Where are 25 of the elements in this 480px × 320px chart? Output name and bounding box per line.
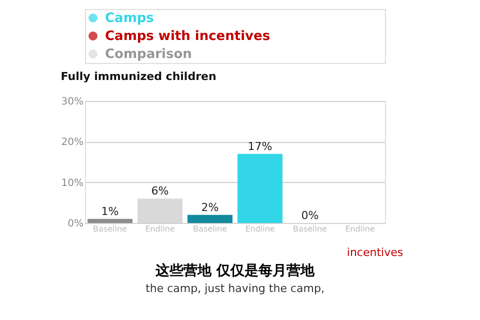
- text: the camp, just having the camp,: [146, 282, 324, 295]
- chart-title: Fully immunized children: [60, 70, 216, 83]
- text: 这些营地 仅仅是每月营地: [154, 262, 316, 279]
- legend-label: Comparison: [105, 47, 192, 62]
- x-tick-label: Endline: [345, 224, 375, 234]
- data-label: 2%: [201, 200, 219, 214]
- bar: [88, 218, 132, 223]
- data-label: 6%: [151, 184, 169, 198]
- data-label: 1%: [101, 204, 119, 218]
- data-label: 0%: [301, 209, 319, 222]
- text: incentives: [346, 246, 404, 259]
- legend-label: Camps with incentives: [105, 29, 270, 44]
- y-tick-label: 10%: [61, 178, 84, 189]
- bar: [188, 214, 232, 223]
- x-tick-label: Endline: [145, 224, 175, 234]
- x-tick-label: Endline: [245, 224, 275, 234]
- data-label: 17%: [248, 140, 272, 153]
- x-tick-label: Baseline: [93, 224, 128, 234]
- y-tick-label: 0%: [68, 218, 84, 230]
- legend-label: Camps: [105, 11, 154, 26]
- x-tick-label: Baseline: [193, 224, 228, 234]
- bar: [238, 154, 282, 223]
- x-tick-label: Baseline: [293, 224, 328, 234]
- y-tick-label: 20%: [61, 137, 84, 148]
- y-tick-label: 30%: [61, 96, 84, 108]
